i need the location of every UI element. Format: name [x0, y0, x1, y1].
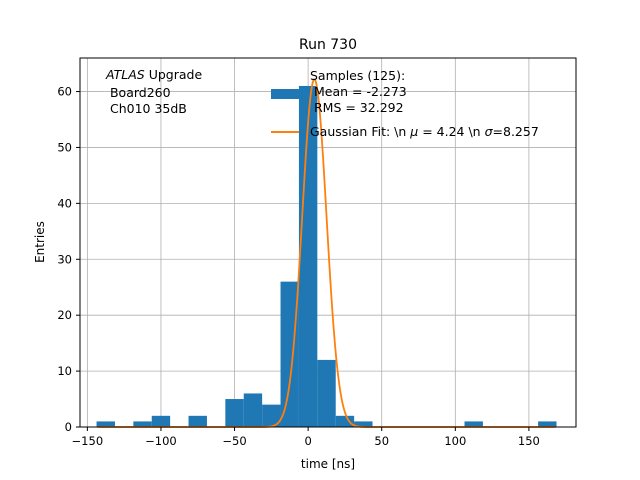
- histogram-bar: [96, 421, 115, 427]
- x-tick-label: −50: [222, 434, 246, 448]
- x-tick-label: 150: [518, 434, 540, 448]
- y-tick-label: 30: [57, 252, 72, 266]
- legend-histogram-label-line-1: Samples (125):: [310, 68, 405, 83]
- histogram-bar: [151, 415, 171, 427]
- histogram-bar: [335, 415, 355, 427]
- x-tick-label: −100: [145, 434, 177, 448]
- y-tick-label: 10: [57, 364, 72, 378]
- annotation-atlas-text: ATLAS: [105, 67, 145, 82]
- annotation-line-1: ATLAS Upgrade: [105, 67, 202, 82]
- histogram-bar: [280, 281, 299, 427]
- y-tick-label: 0: [65, 420, 72, 434]
- annotation-line-2: Board260: [106, 85, 171, 100]
- legend-histogram-label-line-3: RMS = 32.292: [310, 100, 404, 115]
- histogram-bar: [354, 421, 373, 427]
- x-tick-label: 50: [374, 434, 389, 448]
- y-tick-label: 40: [57, 196, 72, 210]
- plot-frame: [79, 57, 577, 428]
- legend-histogram-swatch: [271, 89, 299, 99]
- legend: Samples (125): Mean = -2.273 RMS = 32.29…: [271, 68, 539, 139]
- histogram-bar: [538, 421, 557, 427]
- histogram-bar: [317, 359, 336, 427]
- y-tick-label: 50: [57, 140, 72, 154]
- histogram-bar: [133, 421, 152, 427]
- y-axis-ticks: 0 10 20 30 40 50 60: [57, 85, 80, 434]
- y-axis-label: Entries: [33, 221, 47, 263]
- histogram-bar: [225, 399, 244, 427]
- y-tick-label: 20: [57, 308, 72, 322]
- atlas-annotation: ATLAS Upgrade Board260 Ch010 35dB: [105, 67, 202, 116]
- legend-histogram-label-line-2: Mean = -2.273: [310, 84, 407, 99]
- histogram-bar: [298, 85, 318, 428]
- histogram-bar: [262, 404, 281, 427]
- y-tick-label: 60: [57, 85, 72, 99]
- histogram-bar: [243, 393, 263, 427]
- chart-title: Run 730: [299, 37, 357, 53]
- legend-fit-label: Gaussian Fit: \n μ = 4.24 \n σ=8.257: [310, 124, 539, 139]
- annotation-upgrade-text: Upgrade: [145, 67, 203, 82]
- histogram-bars: [96, 85, 557, 428]
- x-axis-label: time [ns]: [301, 457, 355, 471]
- histogram-bar: [464, 421, 483, 427]
- x-axis-ticks: −150 −100 −50 0 50 100 150: [72, 427, 540, 448]
- x-tick-label: −150: [72, 434, 104, 448]
- x-tick-label: 0: [304, 434, 311, 448]
- annotation-line-3: Ch010 35dB: [106, 101, 187, 116]
- histogram-bar: [188, 415, 207, 427]
- x-tick-label: 100: [444, 434, 466, 448]
